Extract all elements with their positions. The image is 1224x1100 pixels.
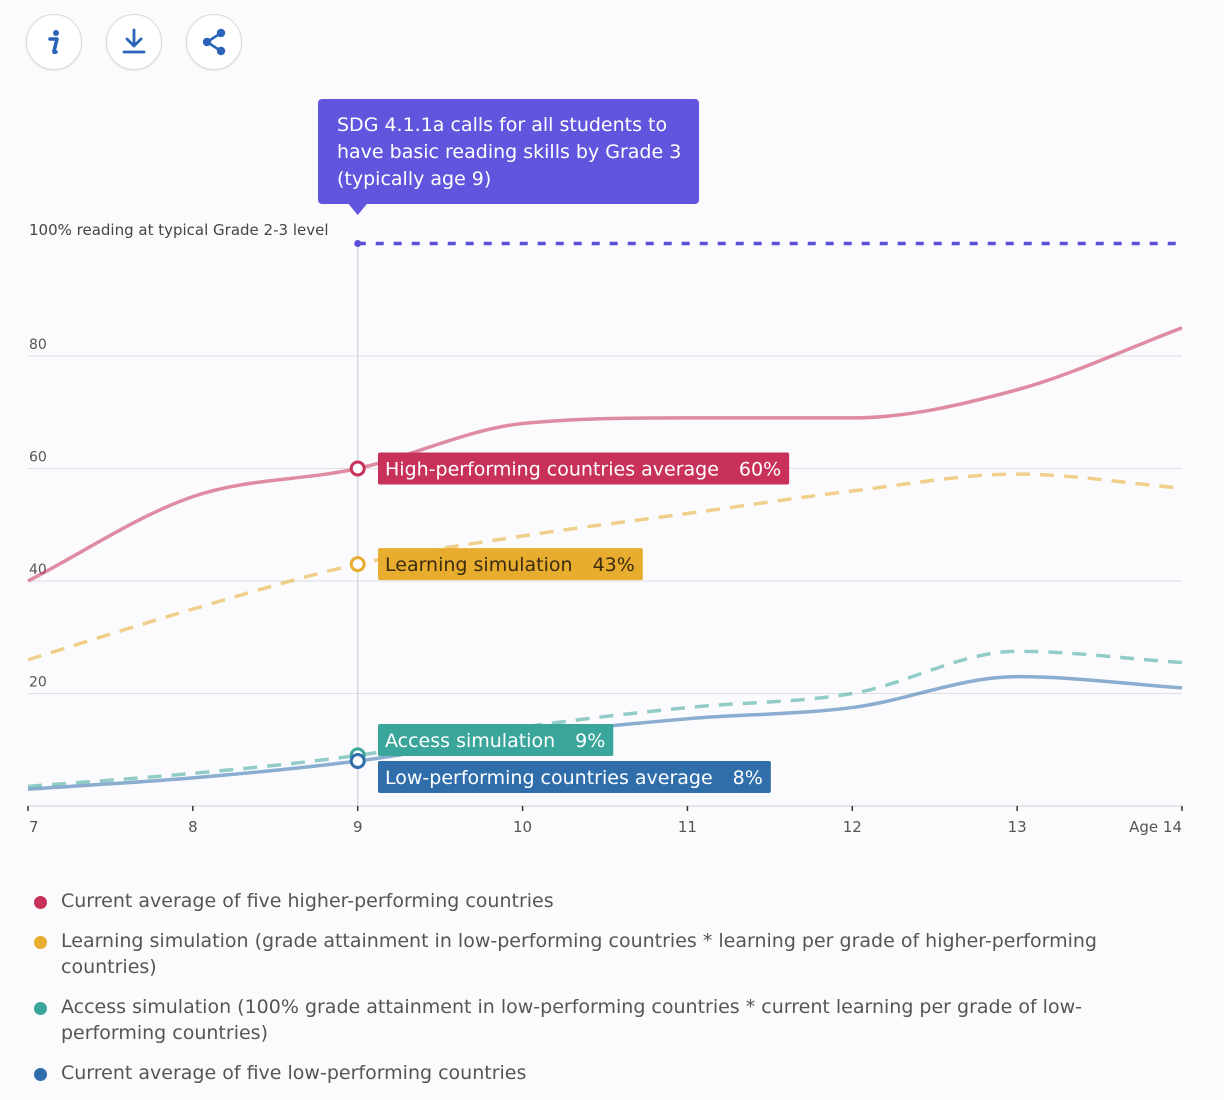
callout-label: High-performing countries average <box>385 459 719 481</box>
x-tick-label: 8 <box>188 818 198 836</box>
download-icon <box>119 27 149 57</box>
x-tick-label: 13 <box>1008 818 1027 836</box>
chart-legend: Current average of five higher-performin… <box>34 888 1184 1100</box>
callout-box <box>378 452 790 485</box>
callout-label: Low-performing countries average <box>385 767 713 789</box>
callout-box <box>378 724 614 756</box>
callout-value: 9% <box>575 730 605 752</box>
legend-label: Current average of five low-performing c… <box>61 1062 527 1084</box>
toolbar <box>26 14 242 70</box>
series-line <box>27 326 1183 583</box>
target-label: 100% reading at typical Grade 2-3 level <box>29 221 329 239</box>
callout-label: Learning simulation <box>385 554 573 576</box>
callout-box <box>378 548 643 581</box>
x-tick-label: Age 14 <box>1129 818 1182 836</box>
callout-value: 43% <box>593 554 635 576</box>
legend-swatch <box>34 1002 47 1015</box>
x-tick-label: 7 <box>29 818 39 836</box>
legend-swatch <box>34 896 47 909</box>
callout-label: Access simulation <box>385 730 555 752</box>
y-tick-label: 20 <box>29 675 47 691</box>
series-callout: Learning simulation 43% <box>378 548 643 581</box>
legend-label: Access simulation (100% grade attainment… <box>61 996 1082 1044</box>
series-callout: Low-performing countries average 8% <box>378 761 771 793</box>
series-callout: High-performing countries average 60% <box>378 452 790 485</box>
legend-swatch <box>34 1068 47 1081</box>
target-marker <box>354 240 362 247</box>
y-tick-label: 80 <box>29 337 47 353</box>
x-tick-label: 10 <box>513 818 532 836</box>
callout-value: 8% <box>733 767 763 789</box>
legend-label: Current average of five higher-performin… <box>61 890 554 912</box>
series-marker <box>349 556 366 573</box>
share-button[interactable] <box>186 14 242 70</box>
sdg-tooltip: SDG 4.1.1a calls for all students to have… <box>318 99 699 215</box>
x-tick-label: 12 <box>843 818 862 836</box>
tooltip-box <box>318 99 699 204</box>
series-marker <box>349 753 366 769</box>
info-button[interactable] <box>26 14 82 70</box>
legend-label: Learning simulation (grade attainment in… <box>61 930 1097 978</box>
legend-swatch <box>34 936 47 949</box>
y-tick-label: 60 <box>29 450 47 466</box>
info-icon <box>39 27 69 57</box>
series-callout: Access simulation 9% <box>378 724 614 756</box>
tooltip-pointer <box>347 203 368 215</box>
series-marker <box>349 460 366 477</box>
callout-box <box>378 761 771 793</box>
legend-item[interactable]: Current average of five low-performing c… <box>34 1060 1184 1086</box>
legend-item[interactable]: Current average of five higher-performin… <box>34 888 1184 914</box>
tooltip-text-line: SDG 4.1.1a calls for all students to <box>337 114 667 136</box>
series-line <box>27 472 1183 662</box>
x-tick-label: 11 <box>678 818 697 836</box>
legend-item[interactable]: Access simulation (100% grade attainment… <box>34 994 1184 1046</box>
x-tick-label: 9 <box>353 818 363 836</box>
series-line <box>27 649 1183 789</box>
callout-value: 60% <box>739 459 781 481</box>
tooltip-text-line: (typically age 9) <box>337 168 491 190</box>
tooltip-text-line: have basic reading skills by Grade 3 <box>337 141 681 163</box>
share-icon <box>199 27 229 57</box>
legend-item[interactable]: Learning simulation (grade attainment in… <box>34 928 1184 980</box>
download-button[interactable] <box>106 14 162 70</box>
